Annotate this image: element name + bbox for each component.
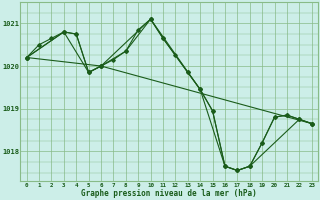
X-axis label: Graphe pression niveau de la mer (hPa): Graphe pression niveau de la mer (hPa) xyxy=(81,189,257,198)
